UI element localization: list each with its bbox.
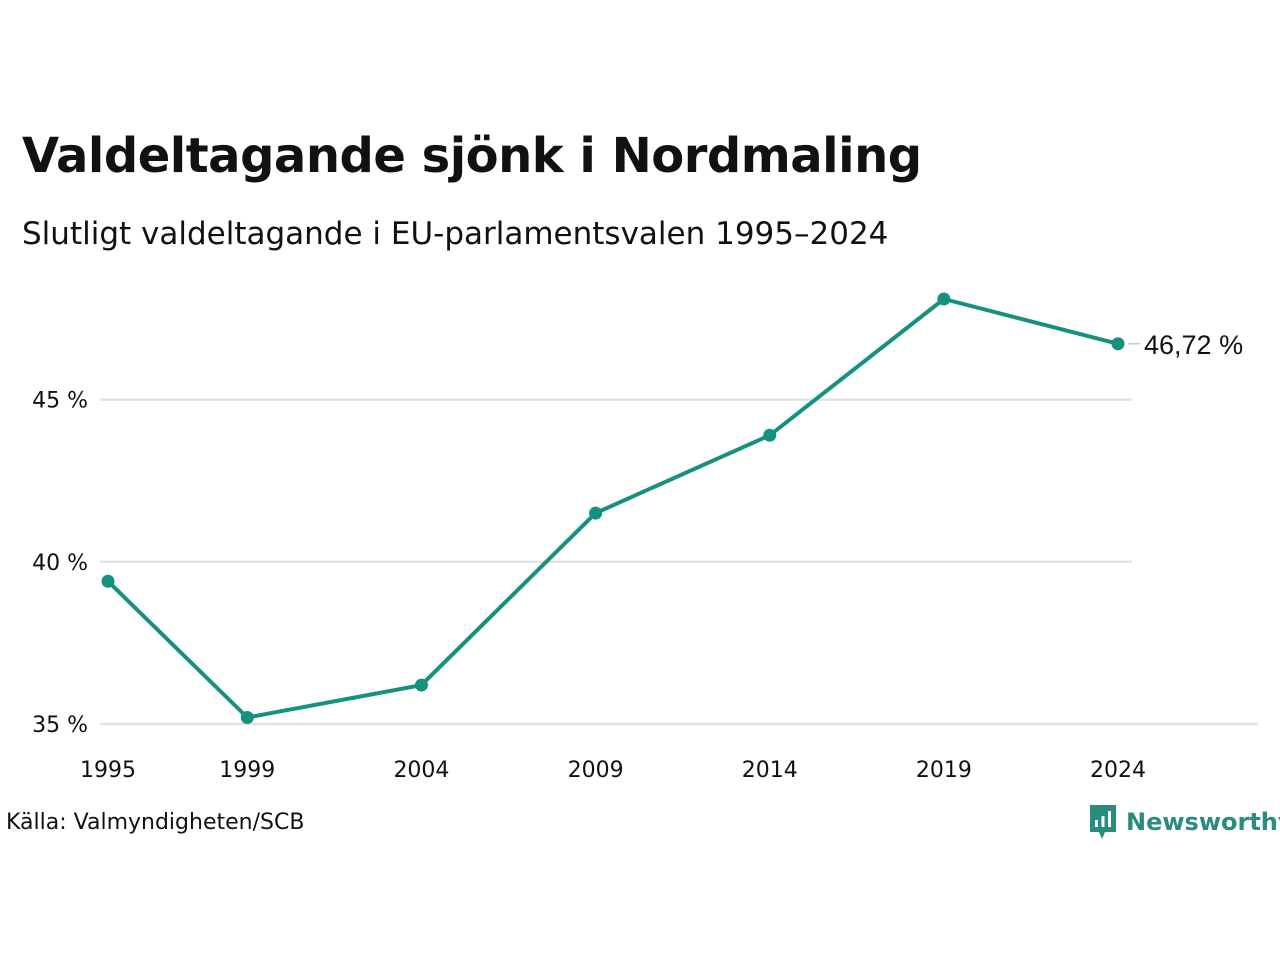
source-note: Källa: Valmyndigheten/SCB [6, 810, 305, 835]
data-labels: 46,72 % [1128, 330, 1243, 360]
data-point [101, 574, 115, 588]
data-point [1111, 337, 1125, 351]
x-axis-tick-labels: 1995 1999 2004 2009 2014 2019 2024 [80, 758, 1146, 783]
x-tick-label: 2014 [742, 758, 798, 783]
data-point [589, 506, 603, 520]
y-tick-label: 45 % [32, 389, 88, 414]
series-layer [101, 292, 1125, 725]
x-tick-label: 2019 [916, 758, 972, 783]
brand-logo[interactable]: Newsworthy [1088, 803, 1280, 841]
x-tick-label: 2009 [568, 758, 624, 783]
data-point [240, 711, 254, 725]
brand-name: Newsworthy [1126, 808, 1280, 836]
end-value-label: 46,72 % [1144, 330, 1243, 360]
x-tick-label: 1995 [80, 758, 136, 783]
data-point [763, 428, 777, 442]
x-tick-label: 2024 [1090, 758, 1146, 783]
newsworthy-logo-icon [1090, 805, 1116, 839]
y-axis-tick-labels: 35 % 40 % 45 % [32, 389, 88, 738]
gridlines [100, 398, 1258, 726]
data-point [937, 292, 951, 306]
chart-subtitle: Slutligt valdeltagande i EU-parlamentsva… [22, 216, 889, 252]
x-tick-label: 2004 [393, 758, 449, 783]
data-point [414, 678, 428, 692]
series-line [106, 297, 1120, 720]
y-tick-label: 35 % [32, 713, 88, 738]
x-tick-label: 1999 [219, 758, 275, 783]
chart-title: Valdeltagande sjönk i Nordmaling [22, 128, 922, 184]
y-tick-label: 40 % [32, 551, 88, 576]
